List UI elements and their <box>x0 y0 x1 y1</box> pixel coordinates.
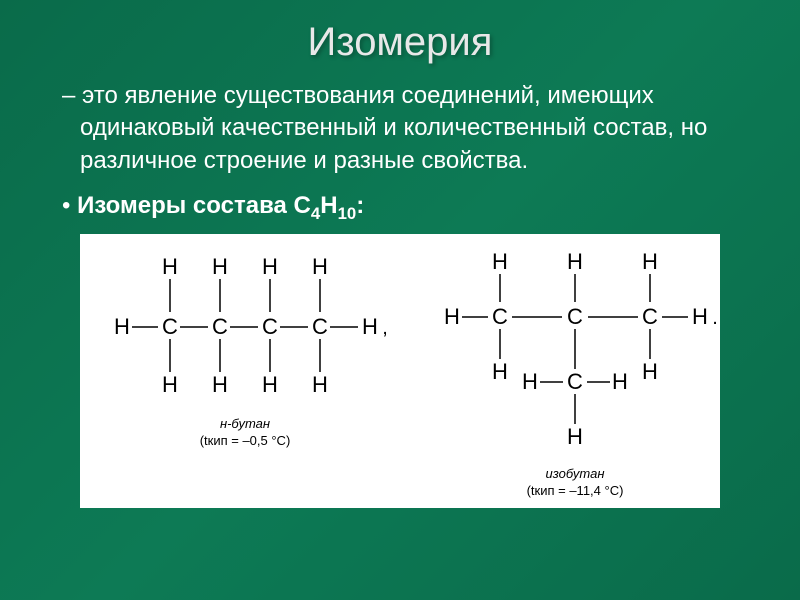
svg-text:C: C <box>312 314 328 339</box>
svg-text:H: H <box>492 359 508 384</box>
svg-text:H: H <box>444 304 460 329</box>
formula-c: С <box>294 192 311 219</box>
svg-text:H: H <box>522 369 538 394</box>
definition-dash: – <box>62 82 75 109</box>
svg-text:.: . <box>712 307 718 329</box>
svg-text:C: C <box>567 304 583 329</box>
svg-text:H: H <box>312 372 328 397</box>
structures-panel: H H H H H C C C <box>80 234 720 508</box>
svg-text:H: H <box>162 254 178 279</box>
svg-text:H: H <box>262 372 278 397</box>
svg-text:H: H <box>612 369 628 394</box>
slide-title: Изомерия <box>50 20 750 65</box>
structure-butane: H H H H H C C C <box>100 244 390 498</box>
svg-text:H: H <box>692 304 708 329</box>
formula-h: Н <box>320 192 337 219</box>
isobutane-bp: (tкип = –11,4 °С) <box>527 483 624 498</box>
formula-sub2: 10 <box>338 204 357 223</box>
definition-text: – это явление существования соединений, … <box>50 80 750 177</box>
svg-text:H: H <box>567 424 583 449</box>
svg-text:H: H <box>362 314 378 339</box>
svg-text:C: C <box>642 304 658 329</box>
definition-body: это явление существования соединений, им… <box>80 82 707 174</box>
butane-bp: (tкип = –0,5 °С) <box>200 433 291 448</box>
svg-text:H: H <box>312 254 328 279</box>
svg-text:H: H <box>114 314 130 339</box>
svg-text:H: H <box>212 372 228 397</box>
isobutane-name: изобутан <box>546 466 605 481</box>
butane-name: н-бутан <box>220 416 270 431</box>
svg-text:C: C <box>492 304 508 329</box>
svg-text:H: H <box>212 254 228 279</box>
svg-text:H: H <box>642 359 658 384</box>
svg-text:C: C <box>262 314 278 339</box>
svg-text:C: C <box>162 314 178 339</box>
svg-text:C: C <box>212 314 228 339</box>
structure-isobutane: H H H H C C C H . <box>430 244 720 498</box>
svg-text:H: H <box>492 249 508 274</box>
svg-text:H: H <box>262 254 278 279</box>
isobutane-svg: H H H H C C C H . <box>430 244 720 464</box>
svg-text:H: H <box>567 249 583 274</box>
svg-text:H: H <box>162 372 178 397</box>
svg-text:,: , <box>382 317 388 339</box>
svg-text:H: H <box>642 249 658 274</box>
formula-sub1: 4 <box>311 204 320 223</box>
bullet-icon: • <box>62 192 70 219</box>
svg-text:C: C <box>567 369 583 394</box>
butane-svg: H H H H H C C C <box>100 244 390 414</box>
isomers-label: • Изомеры состава С4Н10: <box>50 192 750 224</box>
isomers-prefix: Изомеры состава <box>77 192 287 219</box>
formula-colon: : <box>356 192 364 219</box>
